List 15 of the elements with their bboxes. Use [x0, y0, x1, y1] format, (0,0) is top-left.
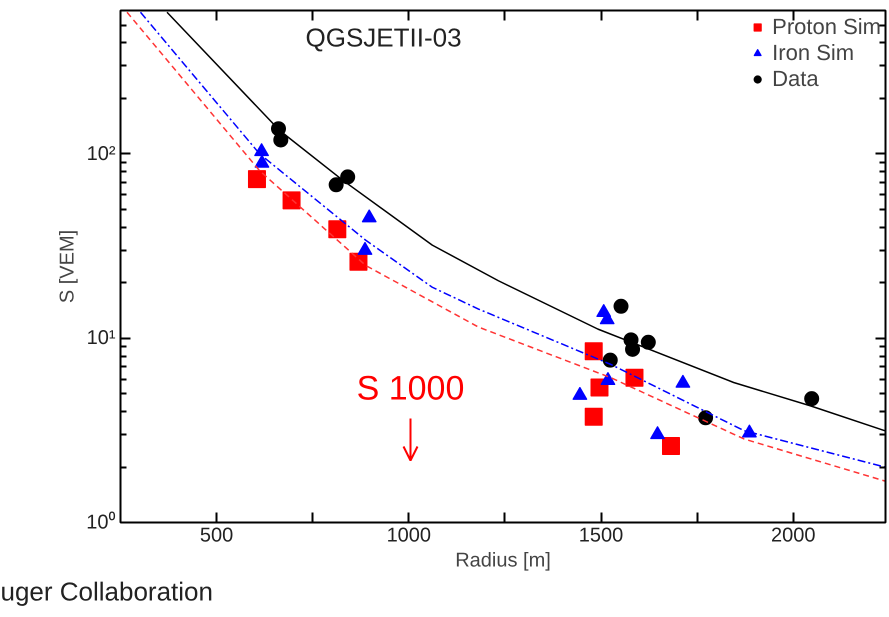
x-axis-title: Radius [m] — [455, 550, 551, 572]
legend-label: Data — [772, 66, 819, 92]
y-tick-label: 10⁰ — [86, 510, 116, 534]
y-axis-title: S [VEM] — [56, 230, 78, 304]
x-tick-label: 500 — [200, 524, 234, 546]
x-tick-label: 1500 — [578, 524, 624, 546]
y-tick-label: 10¹ — [86, 327, 116, 350]
legend-label: Iron Sim — [772, 40, 854, 66]
text: uger Collaboration — [0, 576, 213, 606]
legend-label: Proton Sim — [772, 14, 881, 40]
y-tick-label: 10² — [86, 142, 116, 165]
x-tick-label: 2000 — [770, 524, 816, 546]
x-tick-label: 1000 — [386, 524, 432, 546]
annotation: QGSJETII-03 — [306, 22, 462, 52]
annotation: S 1000 — [356, 370, 464, 408]
